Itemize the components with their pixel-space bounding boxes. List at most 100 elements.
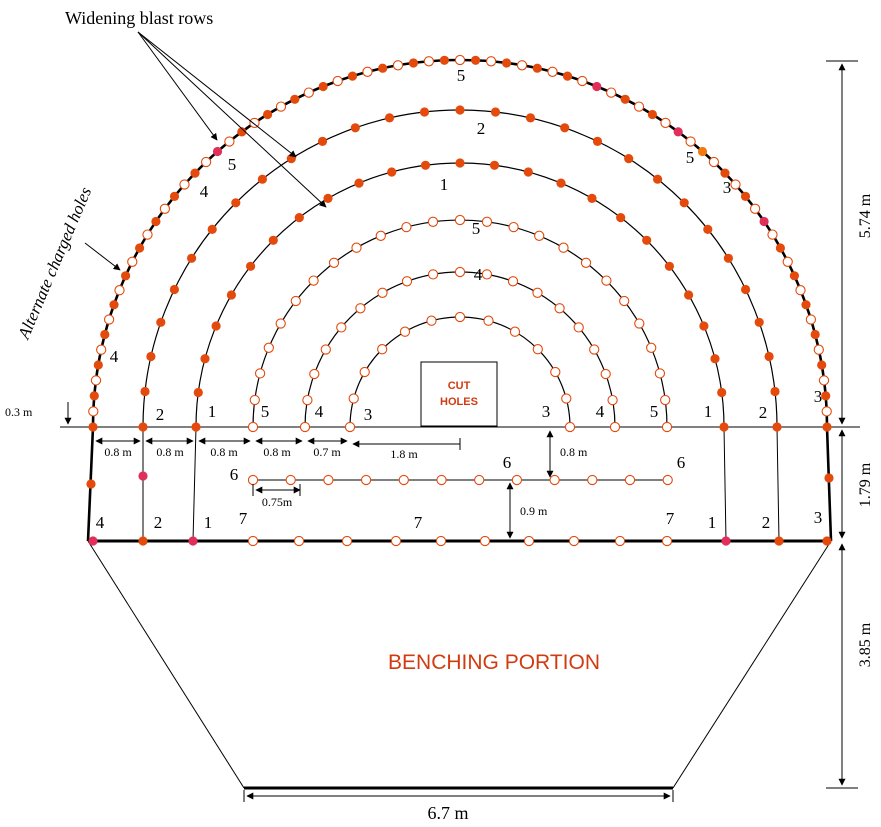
charged-hole xyxy=(502,58,512,68)
row-label: 6 xyxy=(677,453,686,472)
open-hole xyxy=(660,394,671,406)
charged-hole xyxy=(347,71,358,81)
open-hole xyxy=(427,269,439,280)
row-label: 5 xyxy=(686,148,695,167)
open-hole xyxy=(303,87,314,98)
charged-hole xyxy=(560,123,570,133)
row-label: 2 xyxy=(154,513,163,532)
tunnel-outline xyxy=(60,58,860,790)
charged-hole xyxy=(200,354,210,364)
row-label: 3 xyxy=(723,178,732,197)
row-label: 2 xyxy=(156,405,165,424)
open-hole xyxy=(308,275,319,286)
open-hole xyxy=(564,421,576,433)
blast-holes xyxy=(86,54,834,547)
row-label: 2 xyxy=(759,403,768,422)
dim-spacing-label-6: 1.8 m xyxy=(390,447,418,461)
open-hole xyxy=(348,393,359,404)
charged-hole xyxy=(109,300,119,310)
open-hole xyxy=(263,342,274,353)
open-hole xyxy=(359,366,370,378)
charged-hole xyxy=(121,271,131,281)
leader-widening-1 xyxy=(137,31,218,141)
open-hole xyxy=(309,368,320,380)
charged-hole xyxy=(664,261,675,271)
charged-hole xyxy=(387,167,397,177)
open-hole xyxy=(619,295,630,307)
charged-hole xyxy=(187,253,197,263)
open-hole xyxy=(454,311,466,323)
open-hole xyxy=(392,60,404,71)
charged-hole xyxy=(86,479,96,489)
dim-base-width-label: 6.7 m xyxy=(427,803,468,823)
charged-hole xyxy=(408,58,418,68)
open-hole xyxy=(609,421,621,433)
row-label: 4 xyxy=(96,513,105,532)
charged-hole xyxy=(156,317,166,327)
row-label: 6 xyxy=(230,465,239,484)
bench-left-slope xyxy=(87,540,245,789)
row-label: 3 xyxy=(814,387,823,406)
charged-hole xyxy=(721,536,731,546)
open-hole xyxy=(708,156,720,168)
open-hole xyxy=(821,406,832,417)
row-label: 5 xyxy=(472,219,481,238)
open-hole xyxy=(328,257,340,268)
open-hole xyxy=(142,229,153,240)
open-hole xyxy=(532,287,543,298)
charged-hole xyxy=(490,107,501,117)
charged-hole xyxy=(754,317,764,327)
charged-hole xyxy=(100,329,110,340)
charged-hole xyxy=(620,94,630,104)
charged-hole xyxy=(138,422,148,432)
charged-hole xyxy=(138,536,148,546)
open-hole xyxy=(606,87,617,98)
charged-hole xyxy=(211,321,221,331)
open-hole xyxy=(398,474,409,486)
open-hole xyxy=(249,117,260,129)
charged-hole xyxy=(740,191,751,201)
row-label: 7 xyxy=(239,509,248,528)
open-hole xyxy=(511,474,523,486)
charged-hole xyxy=(89,391,99,401)
open-hole xyxy=(247,474,259,486)
open-hole xyxy=(813,344,824,355)
open-hole xyxy=(481,216,493,227)
open-hole xyxy=(285,474,296,486)
open-hole xyxy=(275,318,286,329)
charged-hole xyxy=(378,63,388,73)
row-label: 6 xyxy=(503,453,512,472)
row-label: 4 xyxy=(110,347,119,366)
charged-hole xyxy=(294,213,304,223)
open-hole xyxy=(474,474,485,486)
open-hole xyxy=(624,474,636,486)
open-hole xyxy=(661,421,673,433)
row-label: 5 xyxy=(228,155,237,174)
open-hole xyxy=(247,535,259,547)
charged-hole xyxy=(699,321,709,331)
charged-hole xyxy=(169,191,180,201)
charged-hole xyxy=(193,387,203,398)
open-hole xyxy=(224,136,235,147)
dim-vert-09-label: 0.9 m xyxy=(520,504,548,518)
charged-hole xyxy=(759,216,769,227)
charged-hole xyxy=(647,109,658,120)
charged-hole xyxy=(624,154,634,164)
dim-wall-height-label: 1.79 m xyxy=(857,462,874,507)
open-hole xyxy=(509,326,521,337)
open-hole xyxy=(88,406,99,417)
charged-hole xyxy=(140,386,150,397)
open-hole xyxy=(423,56,435,67)
row-numbers: 5 2 1 5 4 5 4 4 5 3 2 1 5 4 3 3 4 5 1 2 … xyxy=(96,66,823,532)
row-label: 1 xyxy=(204,513,213,532)
charged-hole xyxy=(439,55,449,65)
dim-spacing-label-2: 0.8 m xyxy=(156,445,184,459)
open-hole xyxy=(662,474,673,486)
open-hole xyxy=(377,344,388,355)
open-hole xyxy=(426,315,437,326)
charged-hole xyxy=(821,391,831,401)
charged-hole xyxy=(719,422,729,432)
row-label: 1 xyxy=(708,513,717,532)
open-hole xyxy=(685,136,696,147)
open-hole xyxy=(436,474,447,486)
